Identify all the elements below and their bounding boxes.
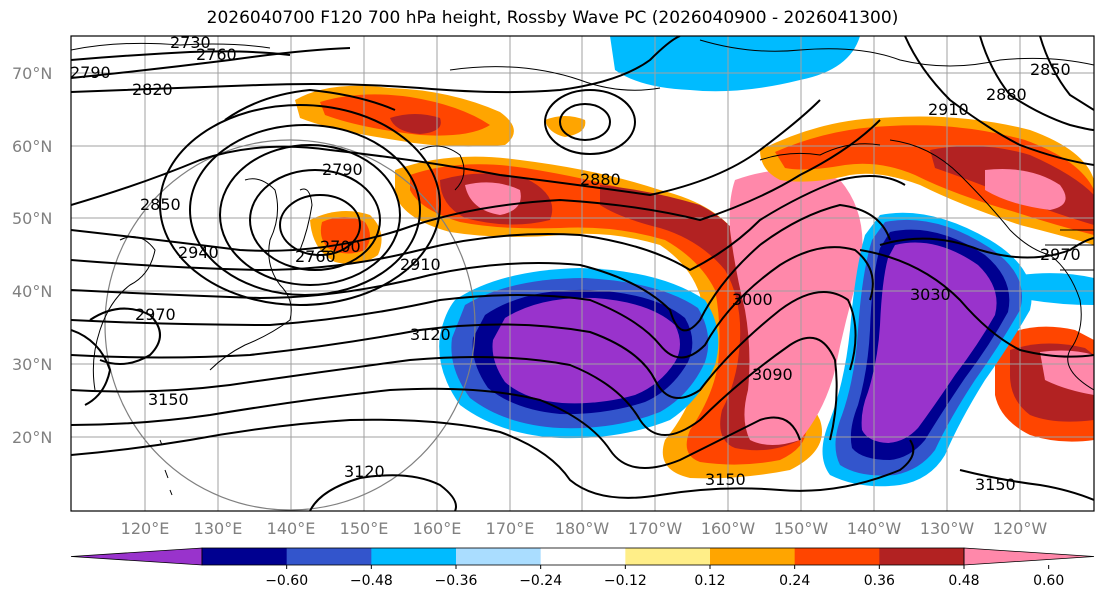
lon-label-130w: 130°W	[920, 519, 975, 538]
colorbar-tick-label: 0.60	[1033, 573, 1064, 589]
contour-label-2880: 2880	[580, 170, 621, 189]
latitude-labels: 70°N 60°N 50°N 40°N 30°N 20°N	[12, 64, 52, 447]
shade-purple-w	[492, 297, 680, 404]
shade-pink-central	[729, 170, 863, 445]
shade-darkred-nw	[390, 114, 441, 134]
lon-label-170w: 170°W	[628, 519, 683, 538]
colorbar-segment	[202, 548, 288, 565]
coastlines	[71, 39, 1094, 496]
contour-label-2820: 2820	[132, 80, 173, 99]
colorbar-segment	[625, 548, 711, 565]
lon-label-170e: 170°E	[486, 519, 535, 538]
lon-label-150e: 150°E	[340, 519, 389, 538]
lon-label-180w: 180°W	[555, 519, 610, 538]
colorbar-segment	[371, 548, 457, 565]
colorbar-tick-label: 0.48	[948, 573, 979, 589]
contour-label-2850b: 2850	[1030, 60, 1071, 79]
colorbar-tick-label: 0.36	[864, 573, 895, 589]
contour-label-2910: 2910	[400, 255, 441, 274]
colorbar-segment	[794, 548, 880, 565]
contour-label-3150b: 3150	[705, 470, 746, 489]
contour-label-3030: 3030	[910, 285, 951, 304]
colorbar-extension-high	[963, 547, 1095, 566]
lon-label-130e: 130°E	[194, 519, 243, 538]
lon-label-140e: 140°E	[267, 519, 316, 538]
colorbar-segment	[710, 548, 796, 565]
shade-purple-e	[861, 242, 997, 443]
contour-label-2760b: 2760	[295, 247, 336, 266]
lon-label-120e: 120°E	[121, 519, 170, 538]
colorbar-tick-label: −0.60	[265, 573, 308, 589]
lat-label-60n: 60°N	[12, 137, 52, 156]
lat-label-20n: 20°N	[12, 428, 52, 447]
colorbar-tick-label: −0.48	[350, 573, 393, 589]
colorbar-border	[201, 547, 965, 566]
colorbar-tick-label: −0.36	[435, 573, 478, 589]
contour-label-3000: 3000	[732, 290, 773, 309]
lat-label-70n: 70°N	[12, 64, 52, 83]
colorbar-segment	[456, 548, 542, 565]
contour-label-2790: 2790	[70, 63, 111, 82]
contour-label-3120b: 3120	[344, 462, 385, 481]
lon-label-160e: 160°E	[413, 519, 462, 538]
contour-label-3120: 3120	[410, 325, 451, 344]
colorbar-tick-label: 0.24	[779, 573, 810, 589]
shade-red-low	[320, 217, 370, 254]
contour-label-2940: 2940	[178, 243, 219, 262]
contour-label-3150: 3150	[148, 390, 189, 409]
colorbar-tick-label: 0.12	[694, 573, 725, 589]
lon-label-120w: 120°W	[993, 519, 1048, 538]
lon-label-160w: 160°W	[701, 519, 756, 538]
contour-labels: 2730 2760 2790 2820 2790 2850 2700 2760 …	[70, 33, 1105, 494]
contour-label-2910b: 2910	[928, 100, 969, 119]
contour-label-2970b: 2970	[1040, 245, 1081, 264]
colorbar-segment	[540, 548, 626, 565]
contour-label-2790b: 2790	[322, 160, 363, 179]
shade-pink-ne	[985, 169, 1066, 210]
lat-label-50n: 50°N	[12, 209, 52, 228]
height-contours	[71, 36, 1094, 511]
colorbar-segment	[286, 548, 372, 565]
shade-lightblue-east-strip	[1020, 273, 1094, 305]
lat-label-40n: 40°N	[12, 282, 52, 301]
shade-pink-se	[1040, 350, 1094, 395]
contour-label-3090b: 3090	[1095, 345, 1105, 364]
longitude-labels: 120°E 130°E 140°E 150°E 160°E 170°E 180°…	[121, 519, 1048, 538]
contour-label-2970: 2970	[135, 305, 176, 324]
map-content: 2730 2760 2790 2820 2790 2850 2700 2760 …	[70, 33, 1105, 511]
contour-label-2760: 2760	[196, 45, 237, 64]
contour-label-2730: 2730	[170, 33, 211, 52]
colorbar-segment	[879, 548, 965, 565]
colorbar: −0.60 −0.48 −0.36 −0.24 −0.12 0.12 0.24 0.36 0.4…	[70, 547, 1095, 589]
colorbar-tick-label: −0.12	[604, 573, 647, 589]
contour-label-2880b: 2880	[986, 85, 1027, 104]
contour-label-2850: 2850	[140, 195, 181, 214]
colorbar-extension-low	[70, 547, 203, 566]
contour-label-2700: 2700	[320, 237, 361, 256]
contour-label-3150c: 3150	[975, 475, 1016, 494]
shade-pink-left	[465, 182, 521, 215]
lon-label-140w: 140°W	[847, 519, 902, 538]
map-title: 2026040700 F120 700 hPa height, Rossby W…	[206, 8, 899, 28]
lon-label-150w: 150°W	[774, 519, 829, 538]
lat-label-30n: 30°N	[12, 355, 52, 374]
shade-small-orange	[545, 116, 586, 137]
map-frame	[70, 35, 1095, 512]
colorbar-tick-label: −0.24	[519, 573, 562, 589]
contour-label-3090: 3090	[752, 365, 793, 384]
